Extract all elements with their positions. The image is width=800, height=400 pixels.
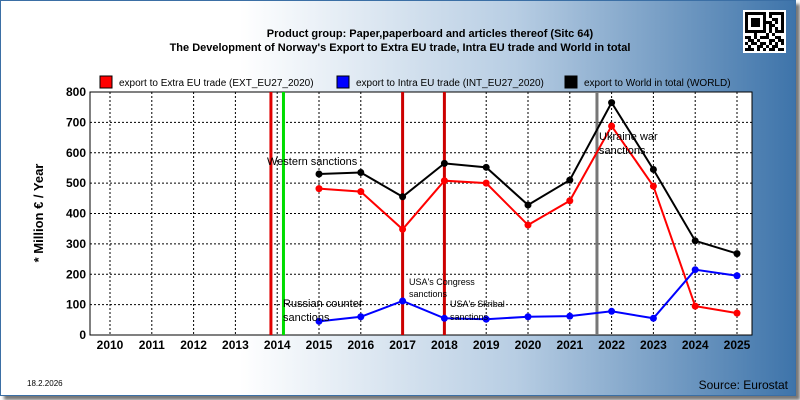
data-point-extra <box>691 302 699 310</box>
series-layer <box>315 99 741 325</box>
x-tick-label: 2012 <box>180 338 207 352</box>
data-point-world <box>399 193 407 201</box>
x-tick-label: 2021 <box>556 338 583 352</box>
data-point-intra <box>566 312 574 320</box>
annotations: Western sanctions Russian counter sancti… <box>267 131 658 324</box>
legend-swatch-intra <box>336 75 350 89</box>
legend-swatch-extra <box>99 75 113 89</box>
y-tick-label: 0 <box>79 328 86 342</box>
legend-label-intra: export to Intra EU trade (INT_EU27_2020) <box>356 78 544 89</box>
chart-title: Product group: Paper,paperboard and arti… <box>267 28 594 40</box>
data-point-extra <box>649 182 657 190</box>
annotation-skripal-2: sanctions <box>450 312 489 322</box>
data-point-world <box>608 99 616 107</box>
annotation-russian-counter-1: Russian counter <box>283 298 363 310</box>
data-point-intra <box>524 313 532 321</box>
data-point-extra <box>357 188 365 196</box>
data-point-intra <box>649 314 657 322</box>
x-tick-label: 2013 <box>222 338 249 352</box>
data-point-intra <box>733 272 741 280</box>
data-point-world <box>315 170 323 178</box>
event-lines <box>269 92 599 335</box>
source-label: Source: Eurostat <box>699 378 789 392</box>
qr-code-icon <box>743 10 786 53</box>
x-tick-label: 2014 <box>264 338 291 352</box>
chart-subtitle: The Development of Norway's Export to Ex… <box>170 42 631 54</box>
x-tick-label: 2017 <box>389 338 416 352</box>
legend-swatch-world <box>564 75 578 89</box>
data-point-intra <box>357 313 365 321</box>
y-tick-label: 500 <box>66 176 86 190</box>
y-axis-label: * Million € / Year <box>31 164 46 263</box>
data-point-intra <box>315 317 323 325</box>
x-tick-label: 2024 <box>682 338 709 352</box>
data-point-intra <box>440 314 448 322</box>
annotation-ukraine-war-1: Ukraine war <box>599 131 658 143</box>
y-tick-label: 200 <box>66 267 86 281</box>
data-point-intra <box>399 297 407 305</box>
y-tick-label: 300 <box>66 237 86 251</box>
y-tick-label: 600 <box>66 146 86 160</box>
annotation-russian-counter-2: sanctions <box>283 312 330 324</box>
data-point-extra <box>524 221 532 229</box>
annotation-ukraine-war-2: sanctions <box>599 145 646 157</box>
y-tick-label: 800 <box>66 85 86 99</box>
x-axis-ticks: 2010 2011 2012 2013 2014 2015 2016 2017 2018 2019… <box>97 338 751 352</box>
data-point-world <box>649 165 657 173</box>
annotation-skripal-1: USA's Skribal <box>450 299 505 309</box>
data-point-extra <box>566 197 574 205</box>
plot-area <box>89 91 753 336</box>
data-point-extra <box>482 179 490 187</box>
x-tick-label: 2020 <box>515 338 542 352</box>
y-tick-label: 400 <box>66 207 86 221</box>
x-tick-label: 2011 <box>139 338 165 352</box>
data-point-world <box>524 201 532 209</box>
y-axis-ticks: 0 100 200 300 400 500 600 700 800 <box>66 85 86 342</box>
annotation-usa-congress-1: USA's Congress <box>409 277 475 287</box>
x-tick-label: 2025 <box>724 338 751 352</box>
data-point-extra <box>608 122 616 130</box>
legend: export to Extra EU trade (EXT_EU27_2020)… <box>99 75 731 89</box>
data-point-world <box>440 159 448 167</box>
data-point-world <box>566 176 574 184</box>
data-point-extra <box>440 177 448 185</box>
data-point-extra <box>733 309 741 317</box>
data-point-extra <box>399 225 407 233</box>
legend-label-world: export to World in total (WORLD) <box>584 78 731 89</box>
x-tick-label: 2015 <box>306 338 333 352</box>
x-tick-label: 2010 <box>97 338 124 352</box>
data-point-intra <box>482 315 490 323</box>
data-point-intra <box>608 307 616 315</box>
legend-label-extra: export to Extra EU trade (EXT_EU27_2020) <box>119 78 314 89</box>
date-stamp: 18.2.2026 <box>27 379 63 388</box>
x-tick-label: 2023 <box>640 338 667 352</box>
x-tick-label: 2019 <box>473 338 500 352</box>
data-point-world <box>733 250 741 258</box>
y-tick-label: 100 <box>66 298 86 312</box>
annotation-western-sanctions: Western sanctions <box>267 156 358 168</box>
data-point-intra <box>691 266 699 274</box>
data-point-extra <box>315 185 323 193</box>
data-point-world <box>482 163 490 171</box>
annotation-usa-congress-2: sanctions <box>409 289 448 299</box>
data-point-world <box>691 237 699 245</box>
x-tick-label: 2016 <box>347 338 374 352</box>
y-tick-label: 700 <box>66 115 86 129</box>
data-point-world <box>357 168 365 176</box>
x-tick-label: 2022 <box>598 338 625 352</box>
x-tick-label: 2018 <box>431 338 458 352</box>
